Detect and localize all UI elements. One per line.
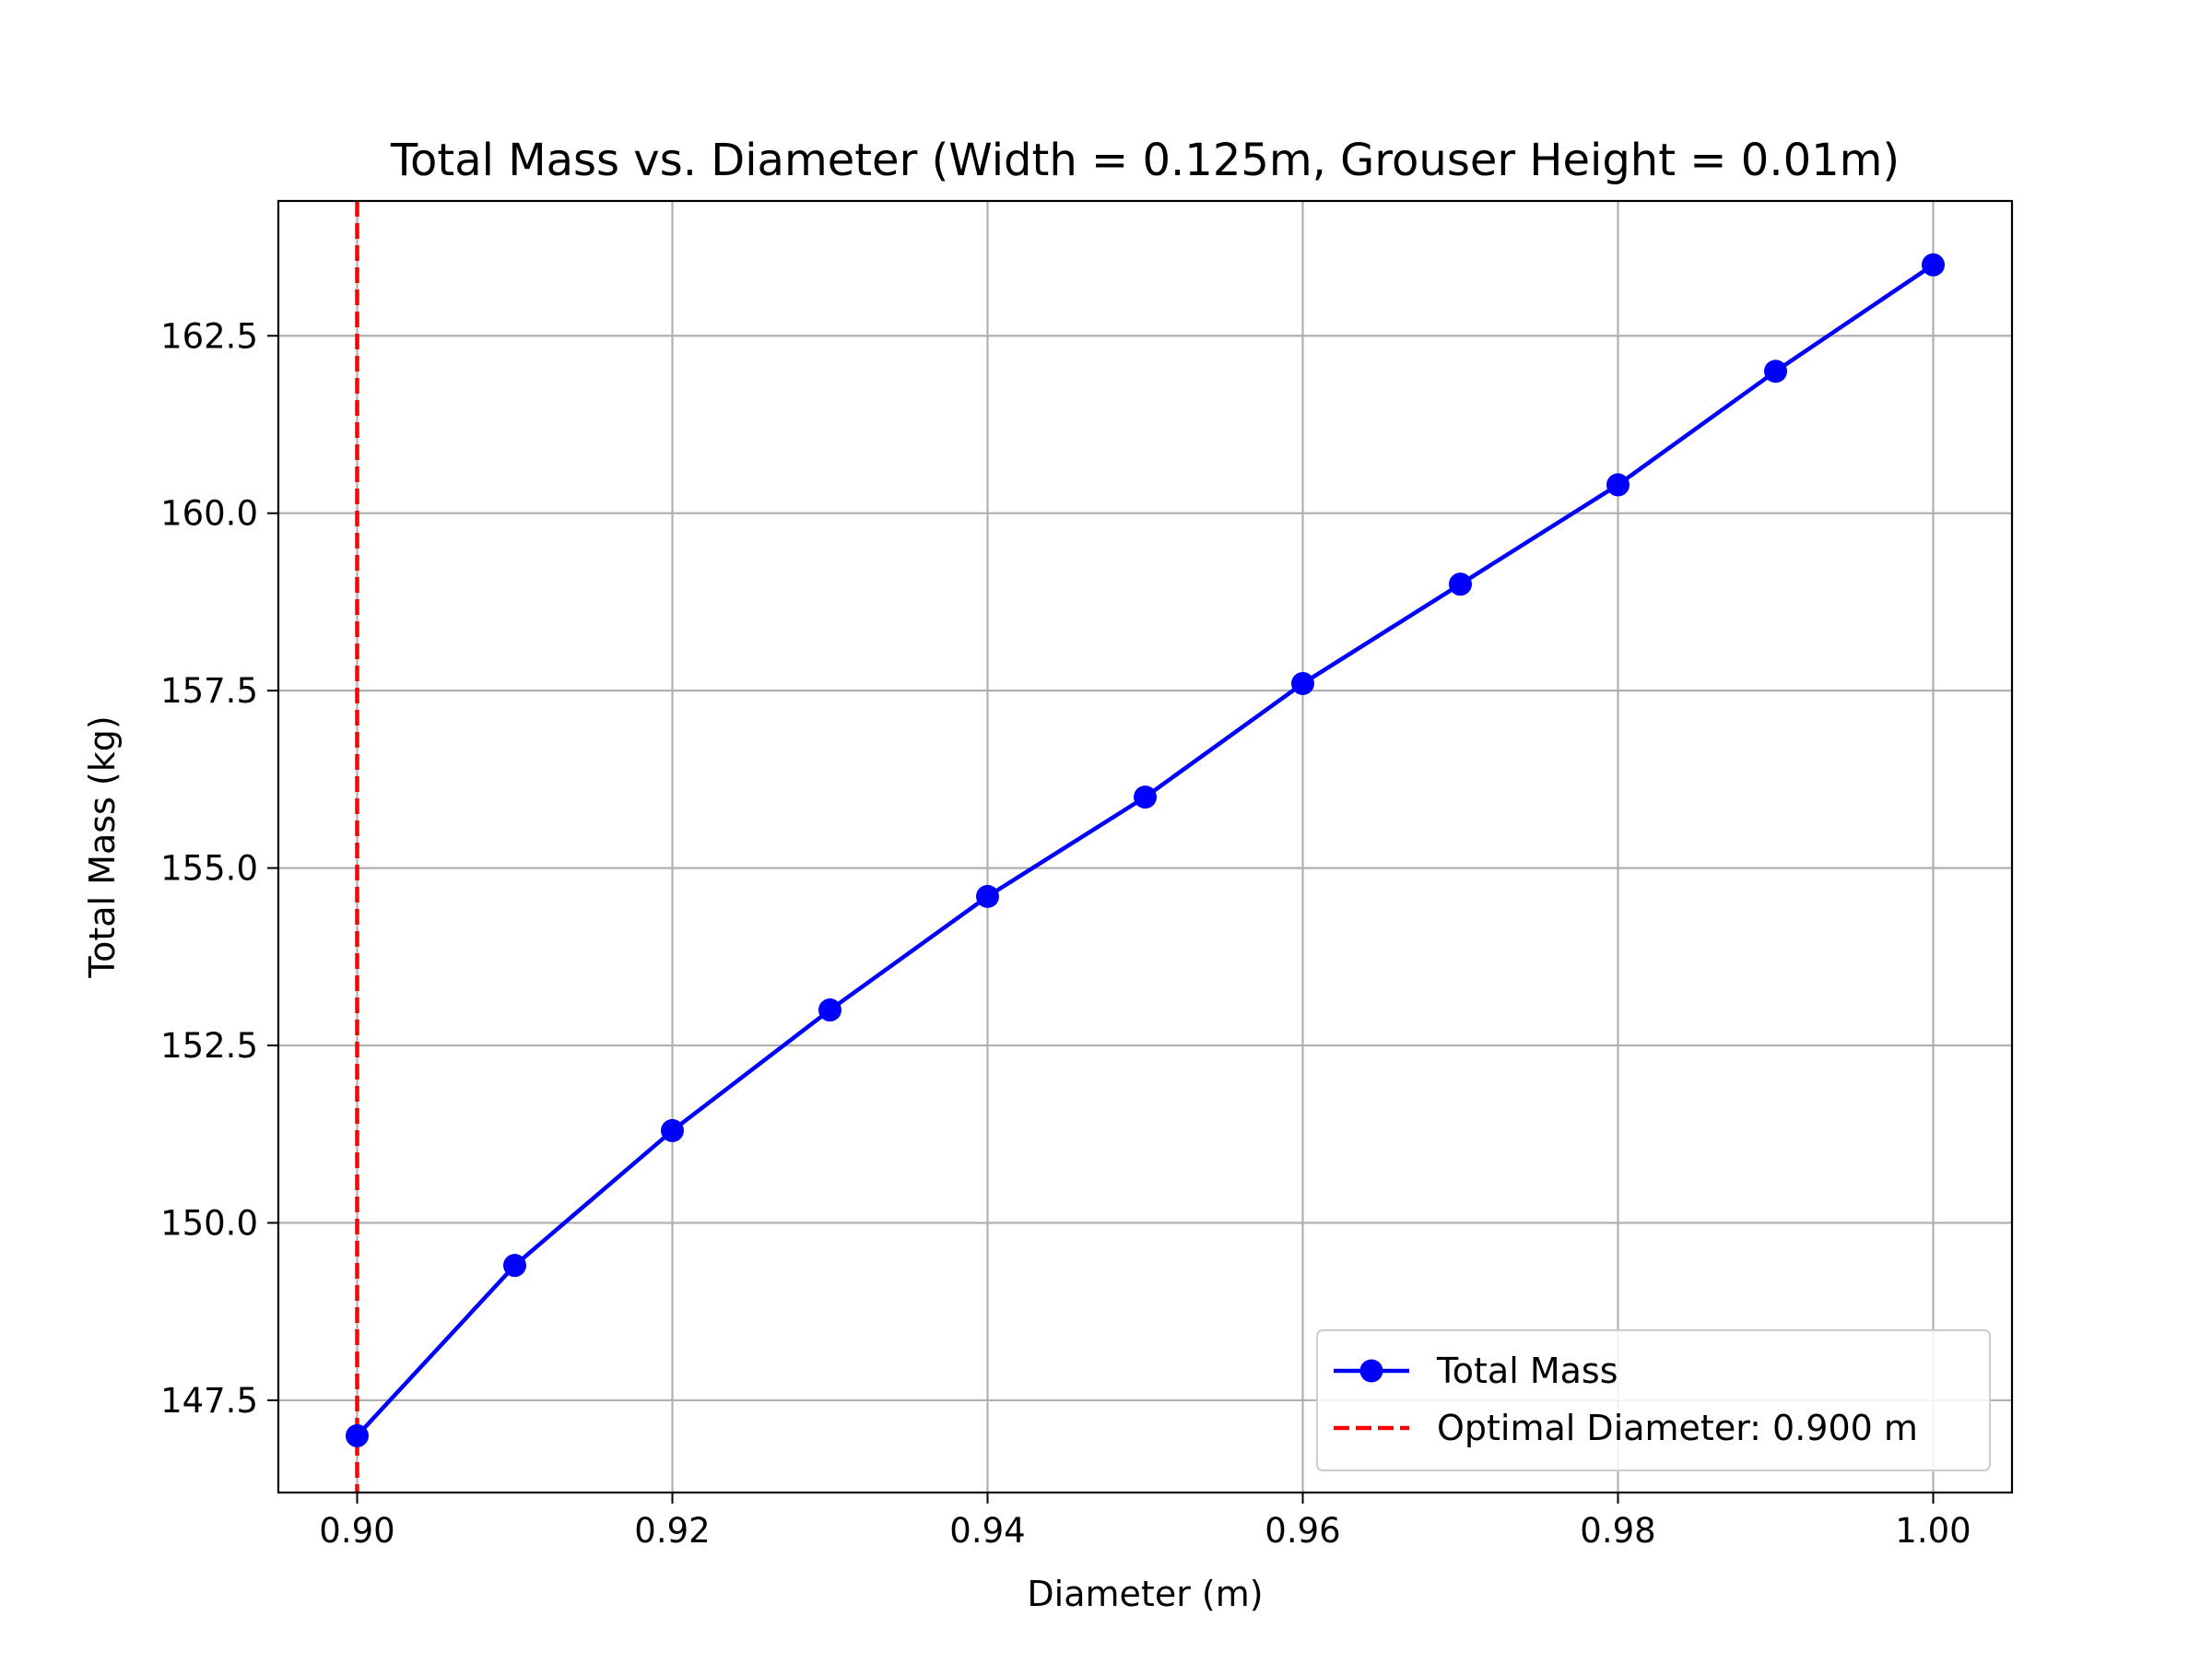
y-tick-label: 162.5 xyxy=(160,316,258,356)
chart-title: Total Mass vs. Diameter (Width = 0.125m,… xyxy=(390,135,1900,186)
x-axis-label: Diameter (m) xyxy=(1027,1574,1263,1614)
legend-marker-total-mass xyxy=(1359,1359,1383,1383)
data-point xyxy=(1764,360,1787,384)
y-tick-label: 147.5 xyxy=(160,1381,258,1421)
data-point xyxy=(1449,572,1472,596)
legend-box xyxy=(1316,1329,1991,1471)
y-tick-label: 152.5 xyxy=(160,1026,258,1066)
series-layer xyxy=(346,253,1945,1447)
x-tick-label: 0.92 xyxy=(634,1511,710,1551)
x-tick-label: 0.90 xyxy=(319,1511,394,1551)
y-tick-label: 157.5 xyxy=(160,671,258,711)
data-point xyxy=(1606,473,1630,497)
data-point xyxy=(1134,785,1157,809)
legend-label: Total Mass xyxy=(1436,1351,1618,1391)
axis-ticks: 0.90 0.92 0.94 0.96 0.98 1.00 147.5 150.0 152.5 1… xyxy=(160,316,1971,1551)
data-point xyxy=(503,1254,526,1278)
x-tick-label: 0.96 xyxy=(1265,1511,1340,1551)
data-point xyxy=(661,1118,684,1142)
data-point xyxy=(1291,671,1314,695)
y-axis-label: Total Mass (kg) xyxy=(82,715,123,978)
legend: Total Mass Optimal Diameter: 0.900 m xyxy=(1316,1329,1991,1471)
data-point xyxy=(818,998,841,1022)
x-tick-label: 1.00 xyxy=(1895,1511,1971,1551)
y-tick-label: 155.0 xyxy=(160,849,258,889)
x-tick-label: 0.94 xyxy=(949,1511,1025,1551)
y-tick-label: 150.0 xyxy=(160,1203,258,1243)
legend-label: Optimal Diameter: 0.900 m xyxy=(1437,1408,1918,1448)
data-point xyxy=(976,884,999,908)
data-point xyxy=(1922,253,1945,277)
x-tick-label: 0.98 xyxy=(1580,1511,1655,1551)
y-tick-label: 160.0 xyxy=(160,494,258,534)
data-point xyxy=(346,1423,369,1447)
plot-frame xyxy=(276,199,2014,1494)
